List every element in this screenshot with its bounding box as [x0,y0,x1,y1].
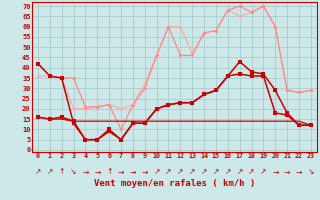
Text: ↑: ↑ [59,167,65,176]
Text: ↗: ↗ [213,167,219,176]
Text: →: → [118,167,124,176]
Text: →: → [272,167,278,176]
Text: →: → [130,167,136,176]
Text: →: → [94,167,100,176]
Text: ↗: ↗ [35,167,41,176]
Text: ↗: ↗ [177,167,184,176]
Text: ↗: ↗ [248,167,255,176]
Text: ↗: ↗ [153,167,160,176]
Text: ↗: ↗ [47,167,53,176]
Text: ↑: ↑ [106,167,112,176]
Text: →: → [82,167,89,176]
Text: ↗: ↗ [260,167,267,176]
Text: ↘: ↘ [70,167,77,176]
Text: →: → [141,167,148,176]
Text: ↗: ↗ [225,167,231,176]
Text: ↗: ↗ [201,167,207,176]
Text: →: → [296,167,302,176]
Text: ↗: ↗ [236,167,243,176]
X-axis label: Vent moyen/en rafales ( km/h ): Vent moyen/en rafales ( km/h ) [94,179,255,188]
Text: ↘: ↘ [308,167,314,176]
Text: ↗: ↗ [189,167,196,176]
Text: →: → [284,167,290,176]
Text: ↗: ↗ [165,167,172,176]
